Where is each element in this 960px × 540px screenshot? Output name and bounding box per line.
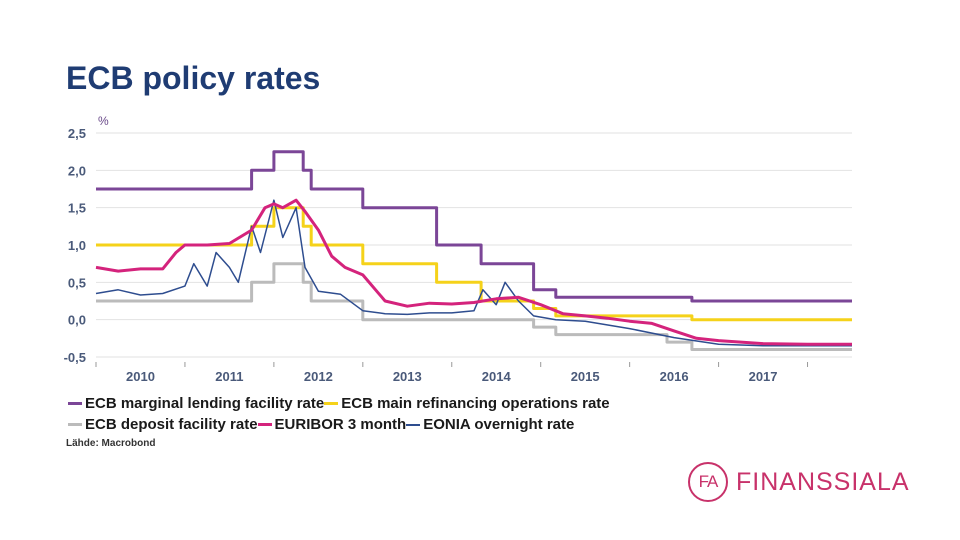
legend-row-1: ECB marginal lending facility rate ECB m… xyxy=(68,393,610,414)
series-line-eonia-overnight-rate xyxy=(95,199,852,347)
chart-legend: ECB marginal lending facility rate ECB m… xyxy=(68,393,610,435)
legend-swatch xyxy=(257,423,272,426)
y-tick-label: 2,0 xyxy=(68,163,86,178)
page-title: ECB policy rates xyxy=(66,60,321,96)
y-tick-label: -0,5 xyxy=(64,350,86,365)
legend-row-2: ECB deposit facility rate EURIBOR 3 mont… xyxy=(68,414,610,435)
legend-swatch xyxy=(324,402,339,405)
series-line-ecb-marginal-lending-facility-rate xyxy=(96,150,852,303)
legend-item-eonia: EONIA overnight rate xyxy=(406,416,574,433)
axis-labels: % 2,5 2,0 1,5 1,0 0,5 0,0 -0,5 2010 2011 2012 2013… xyxy=(64,114,809,384)
legend-label: ECB main refinancing operations rate xyxy=(341,395,610,412)
x-tick-label: 2015 xyxy=(571,369,600,384)
y-tick-label: 1,5 xyxy=(68,201,86,216)
y-tick-label: 0,5 xyxy=(68,275,86,290)
y-unit-label: % xyxy=(98,114,109,128)
x-tick-label: 2012 xyxy=(304,369,333,384)
legend-label: ECB marginal lending facility rate xyxy=(85,395,325,412)
legend-swatch xyxy=(68,402,82,405)
series-line-ecb-deposit-facility-rate xyxy=(96,262,852,351)
x-tick-label: 2011 xyxy=(215,369,243,384)
legend-item-euribor: EURIBOR 3 month xyxy=(257,416,407,433)
y-tick-label: 0,0 xyxy=(68,313,86,328)
legend-item-marginal-lending: ECB marginal lending facility rate xyxy=(68,395,324,412)
x-tick-label: 2013 xyxy=(393,369,422,384)
legend-item-main-refinancing: ECB main refinancing operations rate xyxy=(324,395,610,412)
x-tick-label: 2016 xyxy=(660,369,689,384)
y-tick-label: 1,0 xyxy=(68,238,86,253)
legend-label: ECB deposit facility rate xyxy=(85,416,258,433)
series-line-euribor-3-month xyxy=(95,198,852,346)
legend-item-deposit-facility: ECB deposit facility rate xyxy=(68,416,258,433)
series-lines xyxy=(95,150,852,351)
x-tick-label: 2017 xyxy=(749,369,778,384)
logo-wordmark: FINANSSIALA xyxy=(736,467,910,496)
source-note: Lähde: Macrobond xyxy=(66,438,156,449)
rates-chart: % 2,5 2,0 1,5 1,0 0,5 0,0 -0,5 2010 2011 2012 2013… xyxy=(64,114,852,384)
finanssiala-logo: FA FINANSSIALA xyxy=(688,462,910,502)
y-tick-label: 2,5 xyxy=(68,126,86,141)
legend-label: EONIA overnight rate xyxy=(423,416,575,433)
logo-mark-icon: FA xyxy=(688,462,728,502)
x-tick-label: 2010 xyxy=(126,369,155,384)
legend-label: EURIBOR 3 month xyxy=(274,416,407,433)
x-tick-label: 2014 xyxy=(482,369,512,384)
legend-swatch xyxy=(406,423,421,426)
legend-swatch xyxy=(68,423,82,426)
